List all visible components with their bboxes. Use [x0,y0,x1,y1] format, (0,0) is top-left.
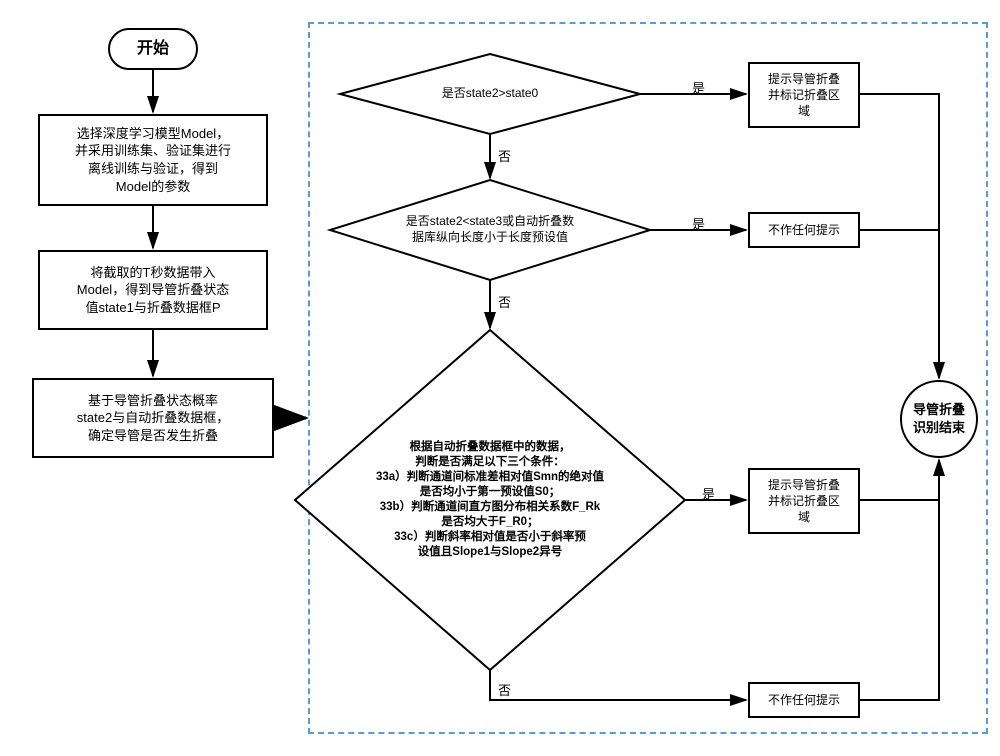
p2-text: 将截取的T秒数据带入 Model，得到导管折叠状态 值state1与折叠数据框P [77,264,229,317]
start-label: 开始 [137,38,169,60]
label-yes-2: 是 [690,214,707,233]
dashed-container [308,22,988,734]
label-yes-3: 是 [700,484,717,503]
process-select-model: 选择深度学习模型Model， 并采用训练集、验证集进行 离线训练与验证，得到 M… [38,114,268,206]
result-1: 提示导管折叠 并标记折叠区 域 [748,62,860,128]
decision-3: 根据自动折叠数据框中的数据， 判断是否满足以下三个条件： 33a）判断通道间标准… [340,410,640,590]
p1-text: 选择深度学习模型Model， 并采用训练集、验证集进行 离线训练与验证，得到 M… [75,125,231,195]
start-terminator: 开始 [108,28,198,70]
decision-2: 是否state2<state3或自动折叠数 据库纵向长度小于长度预设值 [370,208,610,252]
r2-text: 不作任何提示 [768,222,840,238]
label-no-2: 否 [496,292,513,311]
result-2: 不作任何提示 [748,212,860,248]
result-4: 不作任何提示 [748,682,860,718]
label-no-1: 否 [496,146,513,165]
p3-text: 基于导管折叠状态概率 state2与自动折叠数据框， 确定导管是否发生折叠 [77,392,229,445]
label-no-3: 否 [496,680,513,699]
r3-text: 提示导管折叠 并标记折叠区 域 [768,477,840,526]
end-terminator: 导管折叠 识别结束 [900,380,978,458]
decision-1: 是否state2>state0 [380,76,600,112]
d2-text: 是否state2<state3或自动折叠数 据库纵向长度小于长度预设值 [406,214,574,245]
d1-text: 是否state2>state0 [442,86,538,102]
end-label: 导管折叠 识别结束 [913,401,965,436]
result-3: 提示导管折叠 并标记折叠区 域 [748,468,860,534]
r1-text: 提示导管折叠 并标记折叠区 域 [768,71,840,120]
label-yes-1: 是 [690,78,707,97]
process-determine-fold: 基于导管折叠状态概率 state2与自动折叠数据框， 确定导管是否发生折叠 [32,378,274,458]
process-load-data: 将截取的T秒数据带入 Model，得到导管折叠状态 值state1与折叠数据框P [38,250,268,330]
r4-text: 不作任何提示 [768,692,840,708]
d3-text: 根据自动折叠数据框中的数据， 判断是否满足以下三个条件： 33a）判断通道间标准… [376,440,604,560]
